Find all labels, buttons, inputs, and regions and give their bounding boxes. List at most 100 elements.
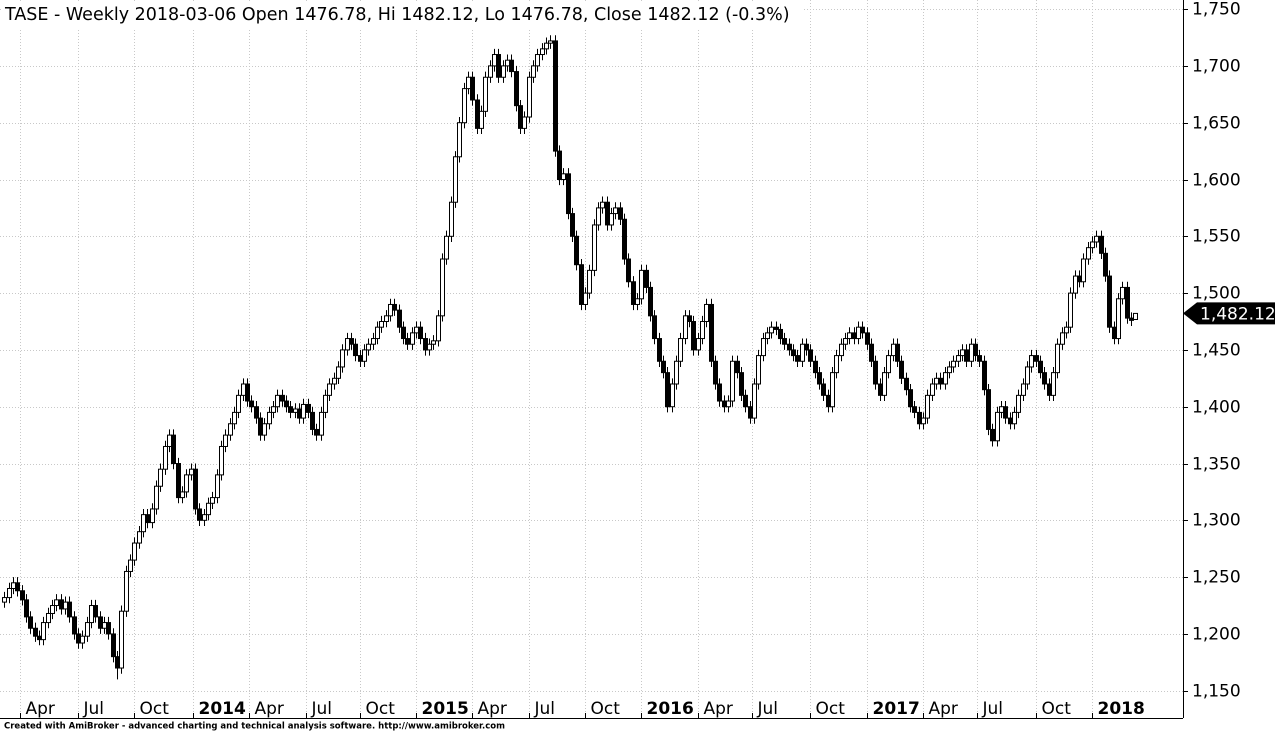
candle-body [1112,326,1117,340]
x-tick-label: Apr [26,699,55,719]
candle-body [661,360,666,374]
x-tick-label: 2017 [873,699,920,719]
candle-body [28,616,33,629]
candle-body [865,332,870,345]
candle-body [626,258,631,283]
y-tick-label: 1,750 [1192,0,1241,20]
candle-body [85,622,90,637]
candle-body [964,349,969,362]
candle-body [414,326,419,334]
candle-body [327,383,332,396]
candle-body [622,218,627,260]
candle-body [700,321,705,340]
candle-body [197,508,202,521]
candle-body [943,372,948,385]
candle-body [986,389,991,430]
candle-body [379,321,384,328]
candle-body [540,48,545,56]
candle-body [925,394,930,419]
candle-body [774,326,779,330]
candle-body [960,349,965,357]
candle-body [1120,286,1125,300]
candle-body [1029,355,1034,368]
candle-body [98,616,103,629]
candle-body [483,76,488,112]
candle-body [371,338,376,345]
candle-body [908,389,913,408]
x-tick-label: 2015 [422,699,469,719]
x-tick-label: Jul [982,699,1004,719]
candle-body [206,502,211,516]
candle-body [1125,286,1130,319]
candle-body [345,338,350,351]
candle-body [332,377,337,385]
candle-body [609,213,614,226]
candle-body [15,582,20,592]
candle-body [1129,317,1134,321]
candle-body [934,377,939,385]
candle-body [128,559,133,572]
candle-body [280,394,285,402]
candle-body [284,400,289,408]
candle-body [163,445,168,470]
candle-body [405,338,410,345]
candle-body [912,406,917,413]
candle-body [1055,343,1060,374]
candle-body [475,99,480,129]
grid [0,0,1183,718]
candle-body [388,303,393,317]
candle-body [254,406,259,419]
candle-body [652,315,657,340]
candle-body [1038,360,1043,374]
candle-body [522,116,527,129]
candle-body [436,315,441,342]
candle-body [124,570,129,612]
candle-body [375,326,380,340]
candle-body [795,355,800,362]
candle-body [579,264,584,305]
candle-body [778,328,783,340]
candle-body [223,434,228,447]
y-tick-label: 1,350 [1192,455,1241,475]
candle-body [301,403,306,419]
candle-body [761,338,766,357]
candle-body [141,514,146,533]
candle-body [488,65,493,78]
candle-body [847,332,852,340]
candle-body [1073,275,1078,294]
candle-body [817,372,822,385]
y-tick-label: 1,700 [1192,57,1241,77]
candle-body [600,201,605,209]
candle-body [886,355,891,374]
candle-body [938,377,943,385]
x-tick-label: Oct [816,699,846,719]
footer: Created with AmiBroker - advanced charti… [4,722,505,732]
candle-body [947,366,952,374]
candle-body [657,338,662,362]
y-tick-label: 1,400 [1192,398,1241,418]
y-tick-label: 1,250 [1192,568,1241,588]
candle-body [288,406,293,413]
candle-body [982,360,987,391]
candle-body [401,326,406,340]
y-tick-label: 1,500 [1192,284,1241,304]
candle-body [20,590,25,601]
x-tick-label: Jul [83,699,105,719]
candle-body [505,59,510,67]
candle-body [930,383,935,396]
candle-body [951,360,956,368]
y-tick-label: 1,550 [1192,227,1241,247]
candle-body [821,383,826,396]
candle-body [314,428,319,436]
candle-body [813,360,818,374]
candle-body [726,400,731,408]
candle-body [210,497,215,504]
candle-body [306,403,311,413]
candle-body [557,150,562,180]
title-background [2,2,802,28]
candle-body [531,65,536,78]
candle-body [561,173,566,181]
candle-body [228,423,233,436]
candle-body [648,286,653,317]
candle-body [427,343,432,351]
